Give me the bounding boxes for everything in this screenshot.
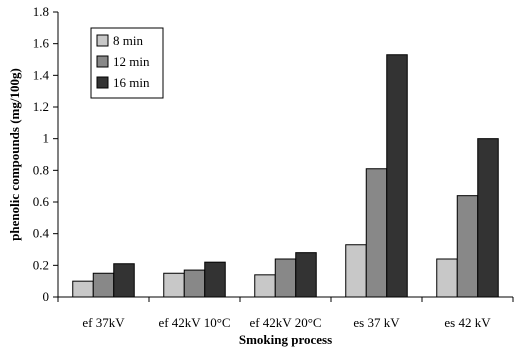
y-tick-label: 0.8 — [33, 162, 49, 177]
y-tick-label: 0.4 — [33, 226, 50, 241]
x-axis-label: Smoking process — [239, 332, 332, 347]
y-axis-ticks: 0 0.2 0.4 0.6 0.8 1 1.2 1.4 1.6 1.8 — [33, 4, 58, 304]
legend: 8 min 12 min 16 min — [90, 27, 164, 99]
bar-12-min-2 — [274, 258, 297, 298]
bar-16-min-2 — [295, 252, 317, 298]
y-axis-label: phenolic compounds (mg/100g) — [7, 68, 22, 241]
x-tick-label: es 37 kV — [353, 315, 400, 330]
bar-8-min-0 — [72, 280, 94, 298]
bar-8-min-3 — [345, 244, 367, 298]
legend-swatch — [96, 55, 109, 68]
bar-8-min-2 — [254, 274, 276, 298]
x-tick-label: ef 42kV 10°C — [158, 315, 230, 330]
y-tick-label: 1.8 — [33, 4, 49, 19]
legend-label: 12 min — [113, 54, 150, 69]
y-tick-label: 1 — [43, 131, 50, 146]
bar-12-min-4 — [456, 195, 479, 298]
y-tick-label: 1.4 — [33, 67, 50, 82]
legend-label: 16 min — [113, 75, 150, 90]
bar-16-min-0 — [113, 263, 135, 298]
bar-16-min-3 — [386, 54, 408, 298]
x-tick-label: ef 42kV 20°C — [249, 315, 321, 330]
legend-swatch — [96, 34, 109, 47]
bars — [72, 54, 499, 298]
bar-12-min-1 — [183, 269, 206, 298]
y-tick-label: 0.6 — [33, 194, 50, 209]
x-tick-label: ef 37kV — [82, 315, 125, 330]
bar-16-min-1 — [204, 261, 226, 298]
bar-12-min-0 — [92, 272, 115, 298]
y-tick-label: 1.2 — [33, 99, 49, 114]
x-tick-label: es 42 kV — [444, 315, 491, 330]
bar-12-min-3 — [365, 168, 388, 298]
y-tick-label: 1.6 — [33, 36, 50, 51]
bar-8-min-4 — [436, 258, 458, 298]
x-axis-ticks: ef 37kV ef 42kV 10°C ef 42kV 20°C es 37 kV e… — [57, 297, 514, 330]
legend-label: 8 min — [113, 33, 143, 48]
bar-8-min-1 — [163, 272, 185, 298]
y-tick-label: 0 — [43, 289, 50, 304]
bar-16-min-4 — [477, 138, 499, 298]
y-tick-label: 0.2 — [33, 257, 49, 272]
legend-swatch — [96, 76, 109, 89]
